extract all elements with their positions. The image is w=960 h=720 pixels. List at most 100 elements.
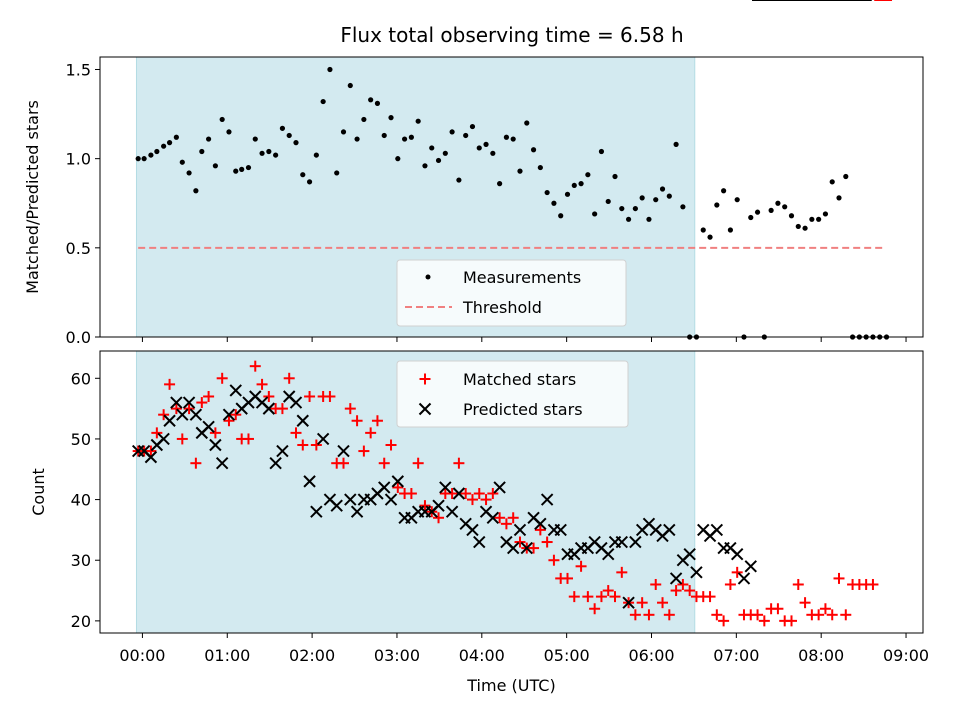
measurement-point bbox=[646, 216, 652, 222]
measurement-point bbox=[490, 150, 496, 156]
predicted-point-b bbox=[602, 547, 615, 561]
measurement-point bbox=[199, 148, 205, 155]
measurement-point bbox=[639, 195, 645, 201]
predicted-point bbox=[683, 547, 696, 561]
measurement-point bbox=[571, 182, 577, 189]
predicted-point-b bbox=[229, 384, 242, 397]
count-panel: 20 30 40 50 60 00:00 01:00 02:00 03:00 04:00 05:0… bbox=[29, 0, 929, 695]
ratio-legend-box bbox=[396, 259, 627, 327]
predicted-point bbox=[316, 432, 330, 446]
matched-point bbox=[548, 554, 560, 566]
matched-point bbox=[242, 433, 254, 445]
measurement-point bbox=[598, 148, 605, 155]
predicted-point bbox=[466, 523, 479, 537]
predicted-point-b bbox=[473, 535, 486, 549]
measurement-point bbox=[422, 163, 428, 169]
measurement-point bbox=[510, 136, 516, 142]
matched-point bbox=[365, 427, 377, 439]
count-x-tick-label: 01:00 bbox=[204, 646, 250, 665]
predicted-point-b bbox=[282, 390, 296, 403]
predicted-point bbox=[445, 505, 459, 518]
count-x-tick-label: 06:00 bbox=[628, 646, 674, 665]
matched-point bbox=[677, 578, 689, 590]
measurement-point bbox=[166, 140, 173, 146]
measurement-point bbox=[206, 136, 212, 142]
predicted-point bbox=[737, 572, 751, 585]
predicted-point-b bbox=[378, 481, 391, 494]
matched-point bbox=[657, 597, 669, 609]
measurement-point bbox=[429, 145, 435, 151]
measurement-point bbox=[843, 173, 849, 180]
predicted-point bbox=[350, 505, 364, 518]
predicted-point-b bbox=[452, 487, 466, 500]
measurement-point bbox=[334, 170, 340, 176]
measurement-point bbox=[497, 181, 503, 187]
measurement-point bbox=[266, 148, 272, 155]
predicted-point-b bbox=[697, 523, 710, 537]
predicted-point-b bbox=[683, 547, 696, 561]
measurement-point bbox=[219, 116, 225, 123]
measurement-point bbox=[279, 125, 286, 131]
measurement-point bbox=[748, 214, 754, 221]
measurement-point bbox=[836, 195, 842, 201]
count-x-ticks: 00:00 01:00 02:00 03:00 04:00 05:00 06:00 07:00… bbox=[119, 633, 929, 665]
measurement-point bbox=[313, 152, 319, 158]
measurement-point bbox=[179, 159, 185, 165]
predicted-point-b bbox=[269, 456, 282, 470]
predicted-point-b bbox=[506, 541, 520, 555]
matched-point bbox=[351, 415, 363, 427]
predicted-point-b bbox=[710, 523, 724, 537]
measurement-point bbox=[524, 120, 530, 126]
predicted-point-b bbox=[176, 408, 189, 421]
predicted-point-b bbox=[296, 414, 309, 427]
count-y-tick-label: 50 bbox=[71, 430, 91, 449]
predicted-point-b bbox=[540, 493, 554, 506]
predicted-point-b bbox=[323, 493, 337, 506]
measurement-point bbox=[809, 216, 815, 222]
matched-point bbox=[392, 481, 404, 493]
matched-point bbox=[785, 615, 797, 627]
matched-point bbox=[609, 591, 621, 603]
predicted-point-b bbox=[262, 402, 276, 415]
measurement-point bbox=[395, 156, 401, 162]
count-x-tick-label: 00:00 bbox=[119, 646, 165, 665]
predicted-point-b bbox=[588, 535, 601, 549]
predicted-point bbox=[615, 535, 629, 549]
measurement-point bbox=[154, 148, 160, 155]
measurement-point bbox=[141, 156, 147, 162]
matched-point bbox=[371, 415, 383, 427]
measurement-point bbox=[252, 136, 258, 142]
matched-point bbox=[840, 609, 852, 621]
matched-point bbox=[310, 439, 322, 451]
predicted-point bbox=[289, 396, 303, 409]
predicted-point-b bbox=[493, 481, 506, 494]
matched-point bbox=[582, 591, 594, 603]
matched-point bbox=[170, 403, 182, 415]
matched-point bbox=[249, 360, 261, 372]
measurement-point bbox=[354, 136, 360, 142]
count-y-axis-label: Count bbox=[29, 468, 48, 516]
predicted-point bbox=[629, 535, 642, 549]
predicted-point-b bbox=[486, 511, 500, 524]
ratio-legend: Measurements Threshold bbox=[396, 259, 627, 327]
measurement-point bbox=[619, 205, 625, 212]
predicted-point bbox=[202, 420, 215, 434]
predicted-point-b bbox=[137, 444, 151, 458]
measurement-point bbox=[558, 213, 564, 219]
measurement-point bbox=[822, 211, 829, 217]
matched-point bbox=[595, 591, 607, 603]
predicted-point-b bbox=[615, 535, 629, 549]
measurement-point bbox=[340, 129, 347, 135]
matched-point bbox=[629, 609, 641, 621]
matched-point bbox=[338, 457, 350, 469]
matched-star-points bbox=[132, 0, 893, 627]
matched-point bbox=[819, 603, 831, 615]
predicted-point-b bbox=[182, 396, 196, 409]
matched-point bbox=[561, 572, 573, 584]
count-x-tick-label: 08:00 bbox=[798, 646, 844, 665]
matched-point bbox=[164, 378, 176, 390]
matched-point bbox=[589, 603, 601, 615]
predicted-point bbox=[229, 384, 242, 397]
predicted-point bbox=[222, 408, 236, 421]
measurement-point bbox=[306, 179, 313, 185]
